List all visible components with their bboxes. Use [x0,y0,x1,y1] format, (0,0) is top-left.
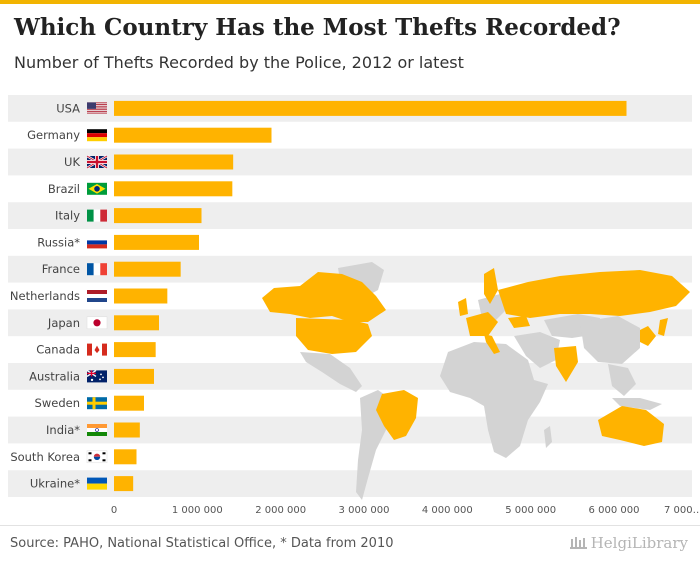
category-label: Germany [27,128,80,142]
jp-flag-icon [86,316,108,330]
row-band [8,202,692,229]
it-flag-icon [87,209,107,222]
category-label: Sweden [35,396,80,410]
ua-flag-icon [87,477,107,490]
category-label: Ukraine* [30,477,80,491]
bar [114,288,168,304]
bar [114,261,181,277]
bar [114,181,233,197]
map-france-germany-nl [466,312,498,336]
row-band [8,416,692,444]
map-korea-japan [640,318,668,346]
brand-logo: HelgiLibrary [569,534,688,552]
kr-flag-icon [86,450,108,464]
map-middle-east [514,332,560,368]
bars [114,100,627,492]
category-label: Italy [55,209,80,223]
x-tick-label: 5 000 000 [505,505,556,516]
category-label: Netherlands [10,289,80,303]
bar [114,449,137,465]
map-australia [598,406,664,446]
map-mexico-central-america [300,352,362,392]
map-africa [440,342,548,458]
world-map [262,262,690,500]
map-sweden [484,268,498,304]
footer-divider [0,525,700,526]
x-tick-label: 4 000 000 [422,505,473,516]
x-tick-label: 6 000 000 [589,505,640,516]
au-flag-icon [86,369,107,383]
map-usa [296,318,372,354]
category-label: Brazil [48,182,80,196]
map-southeast-asia [608,364,636,396]
bar [114,208,202,224]
map-indonesia [612,398,662,410]
bar [114,342,156,358]
category-label: Russia* [37,235,80,249]
bar [114,100,627,116]
bar [114,127,272,143]
x-tick-label: 2 000 000 [255,505,306,516]
bar [114,395,144,411]
in-flag-icon [87,424,107,436]
bar-chart: USA Germany UK Brazil Italy Russia* France Neth… [8,95,700,516]
flag-icons [86,102,108,490]
bar [114,154,234,170]
bar [114,315,159,331]
category-label: South Korea [10,450,80,464]
chart-title: Which Country Has the Most Thefts Record… [14,14,621,41]
ru-flag-icon [87,236,107,249]
category-label: USA [56,101,80,115]
category-label: UK [64,155,80,169]
category-label: Japan [47,316,80,330]
x-tick-label: 0 [111,505,117,516]
de-flag-icon [87,129,107,142]
map-italy [484,334,500,354]
x-tick-label: 3 000 000 [339,505,390,516]
category-labels: USA Germany UK Brazil Italy Russia* France Neth… [10,101,81,490]
bar [114,476,134,492]
category-label: France [42,262,80,276]
ca-flag-icon [87,343,107,356]
x-tick-label: 7 000… [664,505,700,516]
row-band [8,470,692,497]
fr-flag-icon [87,263,107,276]
library-icon [569,537,587,549]
source-note: Source: PAHO, National Statistical Offic… [10,536,394,551]
map-brazil [376,390,418,440]
bar [114,234,199,250]
map-russia [498,270,690,318]
top-accent-bar [0,0,700,4]
gb-flag-icon [86,154,108,170]
nl-flag-icon [87,290,107,302]
brand-name: HelgiLibrary [590,534,688,552]
x-tick-label: 1 000 000 [172,505,223,516]
x-axis: 0 1 000 000 2 000 000 3 000 000 4 000 000 5 0… [111,505,700,516]
map-ukraine [508,316,530,328]
us-flag-icon [87,102,107,114]
bar [114,368,154,384]
category-label: India* [46,423,80,437]
category-label: Australia [29,369,80,383]
map-madagascar [544,426,552,448]
row-band [8,148,692,176]
map-india [554,346,578,382]
br-flag-icon [87,182,107,195]
map-china [580,316,640,364]
map-canada [262,272,386,322]
se-flag-icon [87,397,107,410]
category-label: Canada [36,343,80,357]
chart-subtitle: Number of Thefts Recorded by the Police,… [14,53,464,72]
bar [114,422,140,438]
map-uk [458,298,468,316]
